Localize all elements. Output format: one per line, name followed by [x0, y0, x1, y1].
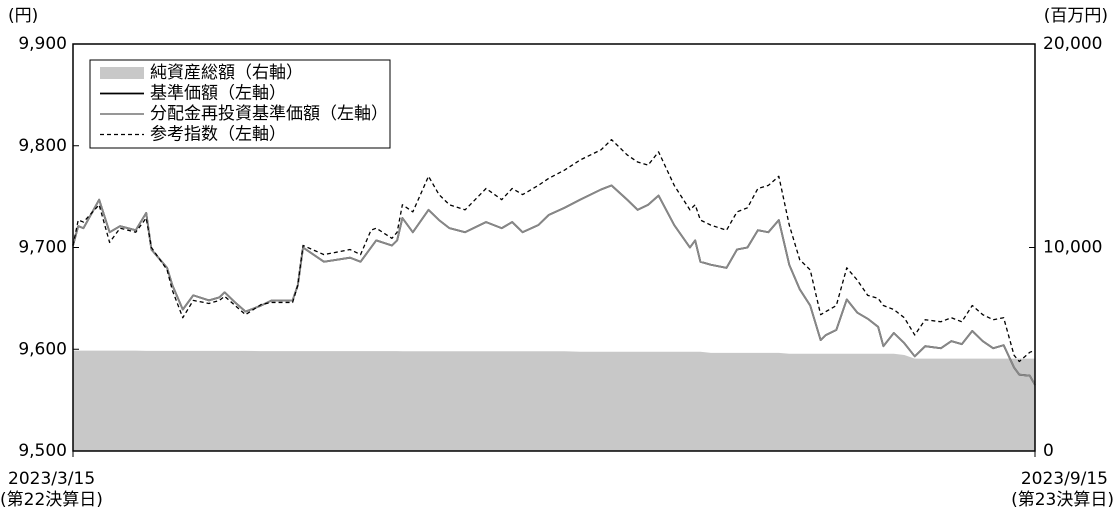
y-tick-label: 9,800 [18, 136, 67, 156]
legend: 純資産総額（右軸）基準価額（左軸）分配金再投資基準価額（左軸）参考指数（左軸） [89, 59, 391, 149]
area [73, 350, 1035, 451]
line [72, 184, 1036, 386]
dashed-line [72, 138, 1036, 363]
y-tick-label: 9,500 [18, 441, 67, 461]
legend-label: 分配金再投資基準価額（左軸） [150, 104, 388, 124]
x-tick-label: 2023/3/15 [8, 469, 95, 489]
y2-tick-label: 0 [1043, 441, 1054, 461]
legend-swatch [100, 67, 144, 79]
y2-tick-label: 10,000 [1043, 238, 1102, 258]
x-tick-sublabel: (第23決算日) [1011, 490, 1114, 510]
legend-label: 純資産総額（右軸） [150, 63, 303, 83]
legend-label: 参考指数（左軸） [150, 125, 286, 145]
y-tick-label: 9,900 [18, 34, 67, 54]
legend-label: 基準価額（左軸） [150, 84, 286, 104]
y-unit: (円) [8, 6, 38, 26]
x-tick-sublabel: (第22決算日) [0, 490, 103, 510]
x-tick-label: 2023/9/15 [1021, 469, 1108, 489]
y-tick-label: 9,700 [18, 238, 67, 258]
y-tick-label: 9,600 [18, 339, 67, 359]
y2-tick-label: 20,000 [1043, 34, 1102, 54]
y2-unit: (百万円) [1044, 6, 1108, 26]
